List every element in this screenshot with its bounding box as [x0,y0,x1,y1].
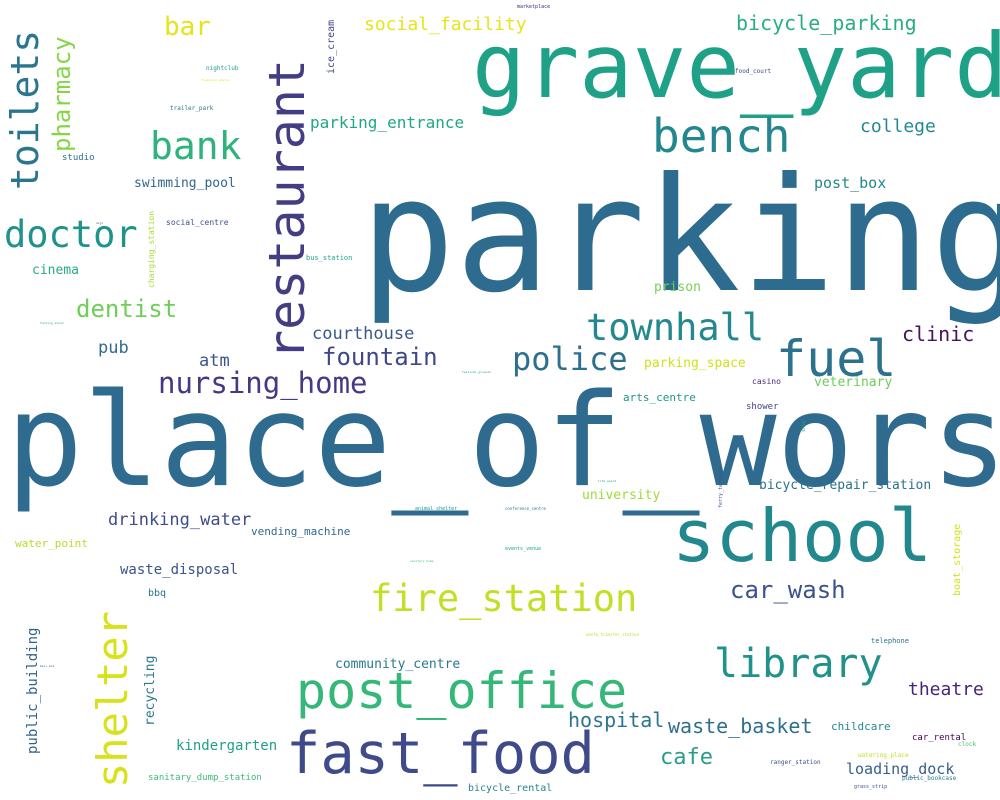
word-waste-transfer-station: waste_transfer_station [586,632,639,637]
word-festival-grounds: festival_grounds [462,370,491,374]
word-swimming-pool: swimming_pool [134,176,236,191]
word-atm: atm [199,351,230,371]
word-loading-dock: loading_dock [846,760,955,778]
word-college: college [860,116,936,137]
word-prison: prison [654,280,701,295]
word-cafe: cafe [660,745,713,770]
word-hospital: hospital [568,708,665,732]
word-car-wash: car_wash [730,576,846,604]
word-post-office: post_office [296,662,628,720]
word-bbq: bbq [148,588,167,599]
word-ice-cream: ice_cream [326,19,337,74]
word-pharmacy: pharmacy [48,36,76,152]
word-veterinary: veterinary [814,375,893,390]
word-sanitary-dump-station: sanitary_dump_station [148,773,262,783]
word-mail-box: mail_box [40,664,55,668]
word-library: library [714,641,883,687]
word-police: police [512,340,628,378]
word-theatre: theatre [908,679,984,700]
word-ranger-station: ranger_station [770,759,821,766]
word-watering-place: watering_place [858,752,909,759]
word-telephone: telephone [871,637,909,645]
word-parking-space: parking_space [644,356,746,371]
word-dojo: dojo [96,221,104,225]
word-fire-station: fire_station [370,577,638,620]
word-public-building: public_building [25,627,41,754]
word-fast-food: fast_food [286,721,595,787]
word-public-bookcase: public_bookcase [902,775,957,782]
word-social-centre: social_centre [166,218,229,227]
word-fountain: fountain [322,343,438,371]
word-recycling: recycling [143,655,158,726]
word-grave-yard: grave_yard [472,14,1000,118]
word-grass-strip: grass_strip [854,784,888,790]
word-drinking-water: drinking_water [108,510,252,530]
word-shop: shop [801,419,807,432]
word-place-of-worship: place_of_worship [6,367,1000,516]
word-parking-entrance: parking_entrance [310,113,465,132]
word-vending-machine: vending_machine [251,525,351,538]
word-cinema: cinema [32,263,79,278]
word-water-point: water_point [15,537,88,550]
word-bus-station: bus_station [306,254,353,262]
word-waste-disposal: waste_disposal [120,562,239,578]
word-sanitary-home: sanitary_home [410,559,434,563]
word-waste-basket: waste_basket [668,714,813,738]
word-kindergarten: kindergarten [176,738,278,754]
word-parking: parking [360,144,1000,328]
word-charging-station: charging_station [147,210,156,288]
word-hunting-stand: hunting_stand [40,321,64,325]
word-trailer-park: trailer_park [170,105,214,112]
word-university: university [582,488,661,503]
word-clinic: clinic [902,322,975,346]
word-food-court: food_court [735,68,772,75]
word-restaurant: restaurant [258,58,316,360]
word-nightclub: nightclub [206,65,239,72]
word-ferry-terminal: ferry_terminal [718,465,724,508]
word-nursing-home: nursing_home [158,366,368,400]
word-casino: casino [752,377,781,386]
word-conference-centre: conference_centre [505,506,546,511]
word-animal-shelter: animal_shelter [415,506,458,512]
word-bicycle-repair-station: bicycle_repair_station [759,478,932,493]
word-pub: pub [98,338,129,358]
word-shower: shower [746,402,779,412]
word-bar: bar [164,12,211,42]
word-school: school [672,494,933,578]
word-arts-centre: arts_centre [623,391,696,404]
word-doctor: doctor [4,213,138,256]
word-bicycle-parking: bicycle_parking [736,11,917,35]
word-toilets: toilets [3,29,47,190]
word-financial-advice: financial_advice [201,78,230,82]
word-bench: bench [652,109,791,163]
word-childcare: childcare [831,720,891,733]
word-townhall: townhall [586,306,765,349]
word-car-rental: car_rental [912,733,967,743]
word-courthouse: courthouse [312,324,415,344]
word-dentist: dentist [76,295,178,323]
word-fuel: fuel [776,330,897,388]
word-studio: studio [62,153,95,163]
word-post-box: post_box [814,174,887,192]
word-community-centre: community_centre [335,657,461,672]
word-bicycle-rental: bicycle_rental [468,783,553,794]
word-clock: clock [958,741,977,748]
word-marketplace: marketplace [517,4,551,10]
word-social-facility: social_facility [364,14,527,35]
word-bank: bank [150,124,242,168]
word-events-venue: events_venue [505,546,542,552]
word-boat-storage: boat_storage [952,523,963,596]
word-shelter: shelter [88,610,137,788]
word-life-guard: life_guard [598,479,617,483]
